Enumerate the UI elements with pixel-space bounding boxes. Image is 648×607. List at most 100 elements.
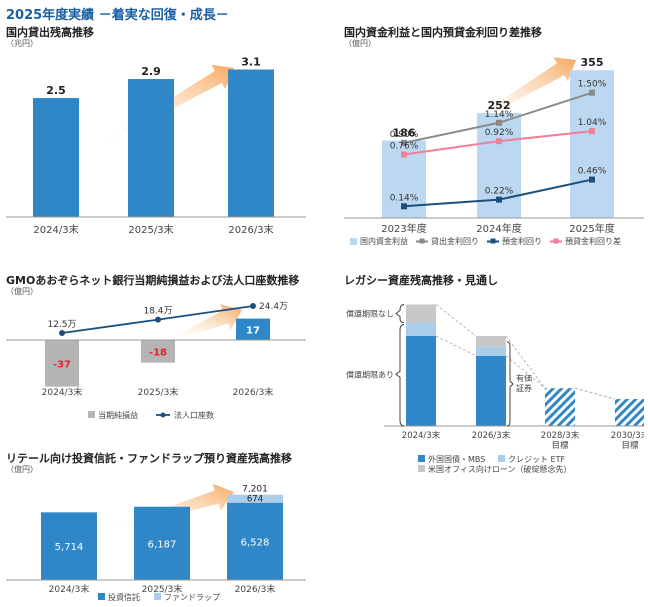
legacy-securities-label: 証券 <box>516 383 532 393</box>
retail-bar-segment <box>134 506 190 580</box>
gmo-bar <box>45 340 79 387</box>
legend-label: 当期純損益 <box>98 410 138 420</box>
interest-series-point <box>589 176 595 183</box>
gmo-bar-label: 17 <box>246 325 260 336</box>
gmo-category-label: 2024/3末 <box>42 386 83 398</box>
loans-category-label: 2024/3末 <box>33 223 78 236</box>
retail-segment-label: 6,187 <box>148 539 177 550</box>
loans-bar <box>33 98 79 217</box>
legend-label: 貸出金利回り <box>431 236 479 246</box>
legacy-bar-segment <box>545 388 575 426</box>
panel-interest: 国内資金利益と国内預貸金利回り差推移 （億円） <box>344 24 644 244</box>
legacy-category-label: 2030/3末 <box>611 430 644 441</box>
gmo-accounts-point <box>59 330 65 336</box>
retail-segment-label: 6,528 <box>241 537 270 548</box>
interest-bar-label: 186 <box>393 127 416 140</box>
legend-label: 預貸金利回り差 <box>565 236 621 246</box>
panel-unit: （億円） <box>6 465 38 474</box>
legacy-category-label: 目標 <box>551 440 569 451</box>
interest-series-point <box>496 138 502 145</box>
legacy-connector <box>505 355 546 389</box>
retail-category-label: 2024/3末 <box>49 583 90 595</box>
loans-value-label: 2.5 <box>46 84 66 97</box>
interest-series-label: 0.46% <box>578 167 607 177</box>
legend-label: 投資信託 <box>108 592 140 602</box>
growth-arrow <box>165 304 242 343</box>
legend-swatch <box>160 412 166 418</box>
legacy-category-label: 2024/3末 <box>402 430 441 441</box>
legacy-securities-brace <box>506 341 514 427</box>
interest-series-label: 0.22% <box>485 187 514 197</box>
legend-label: ファンドラップ <box>164 593 220 602</box>
legacy-securities-label: 有価 <box>516 373 532 383</box>
legacy-bar-segment <box>476 346 506 356</box>
legend-swatch <box>418 455 425 462</box>
legacy-bar-segment <box>406 336 436 426</box>
interest-series-point <box>401 151 407 158</box>
loans-value-label: 3.1 <box>241 56 261 69</box>
legacy-connector <box>574 387 616 400</box>
legend-swatch <box>553 238 559 244</box>
interest-series-label: 0.90% <box>390 130 419 140</box>
panel-title: GMOあおぞらネット銀行当期純損益および法人口座数推移 <box>6 274 300 287</box>
legend-swatch <box>419 238 425 244</box>
loans-bar <box>228 69 274 217</box>
legend-swatch <box>418 465 425 472</box>
panel-retail: リテール向け投資信託・ファンドラップ預り資産残高推移 （億円） <box>6 450 326 600</box>
gmo-accounts-label: 12.5万 <box>47 320 76 330</box>
interest-series-label: 0.14% <box>390 193 419 203</box>
retail-category-label: 2025/3末 <box>142 583 183 595</box>
gmo-accounts-point <box>155 316 161 323</box>
legend-label: 預金利回り <box>502 236 542 246</box>
panel-title: 国内資金利益と国内預貸金利回り差推移 <box>344 26 542 39</box>
panel-title: 国内貸出残高推移 <box>6 26 94 39</box>
panel-unit: （億円） <box>6 287 38 296</box>
retail-bar-segment <box>41 512 97 580</box>
interest-series-point <box>496 196 502 203</box>
legacy-bracket-label: 償還期限あり <box>346 369 394 379</box>
interest-series-point <box>401 203 407 210</box>
gmo-bar-label: -37 <box>53 359 71 370</box>
legend-swatch <box>98 593 105 600</box>
legend-swatch <box>498 455 505 462</box>
interest-series-label: 1.50% <box>578 80 607 90</box>
legacy-bar-segment <box>476 355 506 426</box>
legacy-bar-segment <box>406 304 436 323</box>
interest-series-point <box>496 119 502 126</box>
interest-chart: 186 2023年度 252 2024年度 355 2025年度 0.90% 1.14% 1.5… <box>344 56 644 246</box>
loans-value-label: 2.9 <box>141 65 161 78</box>
panel-title: レガシー資産残高推移・見通し <box>344 274 498 287</box>
interest-series-point <box>589 128 595 135</box>
gmo-bar-label: -18 <box>149 347 167 358</box>
legend-swatch <box>490 238 496 244</box>
interest-series-label: 1.04% <box>578 118 607 128</box>
legacy-brace <box>395 324 405 427</box>
legacy-chart: 2024/3末2026/3末2028/3末目標2030/3末目標償還期限なし償還… <box>346 304 644 474</box>
retail-category-label: 2026/3末 <box>235 583 276 595</box>
legend-label: 米国オフィス向けローン（破綻懸念先） <box>428 464 571 474</box>
legend-label: 国内資金利益 <box>360 236 408 246</box>
panel-legacy: レガシー資産残高推移・見通し <box>344 272 644 472</box>
gmo-category-label: 2026/3末 <box>233 386 274 398</box>
interest-bar-label: 355 <box>581 56 604 69</box>
legacy-connector <box>435 335 477 357</box>
panel-unit: （億円） <box>344 39 376 48</box>
panel-title: リテール向け投資信託・ファンドラップ預り資産残高推移 <box>6 452 292 465</box>
legacy-bar-segment <box>476 336 506 347</box>
legacy-brace <box>395 304 405 323</box>
legacy-category-label: 目標 <box>621 440 639 451</box>
legacy-connector <box>505 335 546 389</box>
legend-swatch <box>88 411 95 418</box>
panel-gmo: GMOあおぞらネット銀行当期純損益および法人口座数推移 （億円） <box>6 272 326 432</box>
gmo-bar <box>141 340 175 363</box>
legacy-category-label: 2026/3末 <box>472 430 511 441</box>
loans-category-label: 2025/3末 <box>128 223 173 236</box>
gmo-category-label: 2025/3末 <box>138 386 179 398</box>
legend-label: 外国国債・MBS <box>428 454 485 464</box>
interest-series-point <box>401 139 407 146</box>
retail-segment-label: 5,714 <box>55 542 84 553</box>
growth-arrow <box>458 57 576 131</box>
loans-bar <box>128 79 174 217</box>
interest-series-label: 0.92% <box>485 128 514 138</box>
